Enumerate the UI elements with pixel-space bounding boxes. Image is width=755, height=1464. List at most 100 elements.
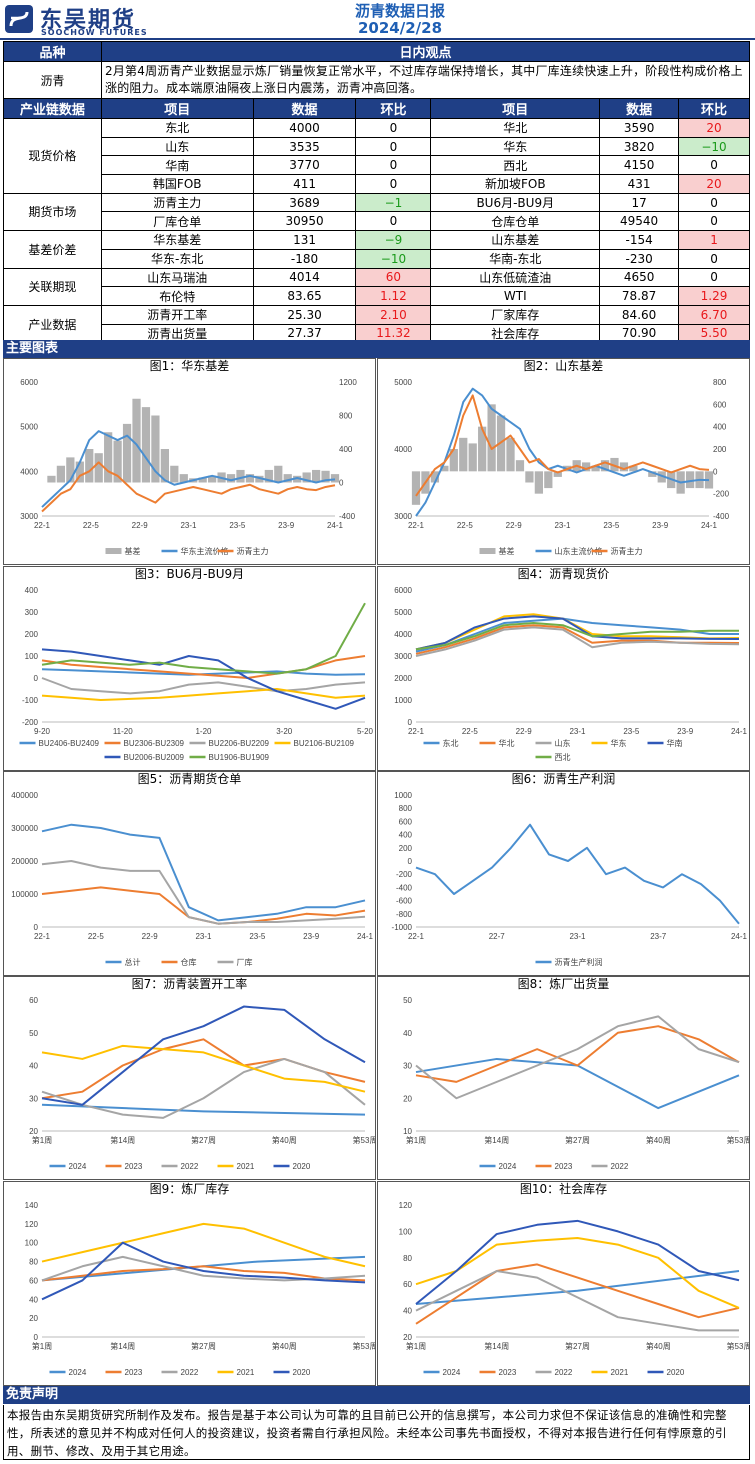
x-tick-label: 11-20 — [113, 727, 133, 736]
legend-label: 2022 — [611, 1162, 629, 1171]
item-name: 山东 — [100, 136, 254, 157]
x-tick-label: 23-1 — [180, 521, 197, 530]
x-tick-label: 23-9 — [278, 521, 295, 530]
x-tick-label: 第14周 — [484, 1341, 509, 1351]
x-tick-label: 第14周 — [110, 1135, 135, 1145]
y-tick-label: 100 — [399, 1227, 413, 1236]
series-line-华东主流价格 — [41, 430, 336, 508]
item-value: 131 — [252, 230, 357, 250]
y-tick-label: 0 — [408, 718, 413, 727]
x-tick-label: 24-1 — [327, 521, 344, 530]
item-change: 6.70 — [678, 304, 750, 325]
item-change: 1 — [678, 230, 750, 250]
bar-mark — [553, 471, 562, 477]
y-tick-label: 6000 — [20, 378, 38, 387]
y-tick-label: 0 — [34, 1333, 39, 1342]
y-tick-label: 4000 — [394, 630, 412, 639]
bar-mark — [283, 474, 292, 483]
item-name: 韩国FOB — [100, 174, 254, 194]
legend-label: 2021 — [237, 1162, 255, 1171]
x-tick-label: 23-7 — [650, 932, 667, 941]
item-value: 4650 — [599, 267, 680, 288]
bar-mark — [582, 462, 591, 472]
table-row: 期货市场 沥青主力 3689 −1 BU6月-BU9月 17 0 — [3, 192, 750, 232]
series-line-2022 — [415, 1015, 740, 1100]
legend-label: 2024 — [69, 1162, 87, 1171]
legend-label: 基差 — [125, 546, 141, 556]
x-tick-label: 22-9 — [506, 521, 523, 530]
item-name: 布伦特 — [100, 286, 254, 306]
item-value: -180 — [252, 248, 357, 269]
series-line-2020 — [41, 1241, 366, 1301]
item-value: 17 — [599, 192, 680, 213]
x-tick-label: 23-5 — [603, 521, 620, 530]
series-line-山东 — [415, 626, 740, 657]
series-line-沥青主力 — [415, 394, 710, 497]
x-tick-label: 22-1 — [34, 521, 51, 530]
x-tick-label: 第40周 — [272, 1135, 297, 1145]
y-tick-label: 20 — [403, 1333, 412, 1342]
legend-label: 2020 — [667, 1368, 685, 1377]
x-tick-label: 24-1 — [731, 932, 748, 941]
bar-mark — [459, 437, 468, 472]
bar-mark — [170, 465, 179, 483]
header-1: 项目 — [100, 98, 254, 119]
y-tick-label: 30 — [29, 1094, 38, 1103]
y-tick-label: 30 — [403, 1062, 412, 1071]
bar-mark — [122, 423, 132, 483]
x-tick-label: 第1周 — [32, 1135, 52, 1145]
x-tick-label: 23-9 — [303, 932, 320, 941]
chart-panel-6: 图6：沥青生产利润 -1000 -800 -600 -400 -200 0 200 400 600… — [377, 771, 750, 976]
bar-mark — [321, 470, 330, 483]
y-tick-label: 10 — [403, 1127, 412, 1136]
chart-panel-4: 图4：沥青现货价 0 1000 2000 3000 4000 5000 6000 22-1 22-… — [377, 566, 750, 771]
bar-mark — [264, 469, 273, 483]
item-value: 30950 — [252, 211, 357, 232]
y-tick-label: 0 — [34, 674, 39, 683]
item-change: 0 — [678, 192, 750, 213]
bar-mark — [85, 449, 94, 483]
legend-label: 华东主流价格 — [181, 546, 229, 556]
x-tick-label: 23-9 — [677, 727, 694, 736]
x-tick-label: 23-1 — [195, 932, 212, 941]
legend-label: 东北 — [443, 738, 459, 748]
table-row: 山东 3535 0 华东 3820 −10 — [4, 136, 750, 157]
bar-mark — [302, 472, 311, 483]
y2-tick-label: 0 — [339, 479, 344, 488]
item-change: −10 — [355, 248, 432, 269]
bar-mark — [330, 474, 340, 483]
header-5: 数据 — [599, 98, 680, 119]
item-value: 49540 — [599, 211, 680, 232]
x-tick-label: 第53周 — [727, 1135, 749, 1145]
x-tick-label: 24-1 — [357, 932, 374, 941]
header-6: 环比 — [678, 98, 750, 119]
bar-mark — [544, 471, 553, 489]
series-line-西北 — [415, 622, 739, 651]
bar-mark — [430, 471, 440, 483]
bar-mark — [468, 443, 477, 472]
item-change: 0 — [678, 211, 750, 232]
bar-mark — [208, 475, 217, 483]
report-title-block: 沥青数据日报 2024/2/28 — [300, 3, 500, 37]
chart-title: 图5：沥青期货仓单 — [137, 772, 242, 786]
chart-title: 图10：社会库存 — [519, 1182, 608, 1196]
y2-tick-label: 800 — [339, 412, 353, 421]
bar-mark — [600, 460, 610, 472]
item-value: 411 — [252, 174, 357, 194]
table-row: 华东-东北 -180 −10 华南-东北 -230 0 — [4, 248, 750, 269]
legend-label: BU1906-BU1909 — [209, 753, 270, 762]
logo-en: SOOCHOW FUTURES — [41, 28, 148, 37]
x-tick-label: 23-1 — [569, 932, 586, 941]
bar-mark — [411, 471, 421, 505]
charts-section-bar: 主要图表 — [3, 340, 750, 358]
y-tick-label: 200000 — [11, 857, 38, 866]
bar-mark — [56, 465, 66, 483]
item-name: 华南-东北 — [430, 248, 601, 269]
group-label: 基差价差 — [3, 230, 102, 269]
x-tick-label: 第53周 — [353, 1341, 375, 1351]
header-3: 环比 — [355, 98, 432, 119]
y-tick-label: 300 — [25, 608, 39, 617]
series-line-2022 — [41, 1057, 366, 1119]
item-change: 5.50 — [678, 323, 750, 344]
